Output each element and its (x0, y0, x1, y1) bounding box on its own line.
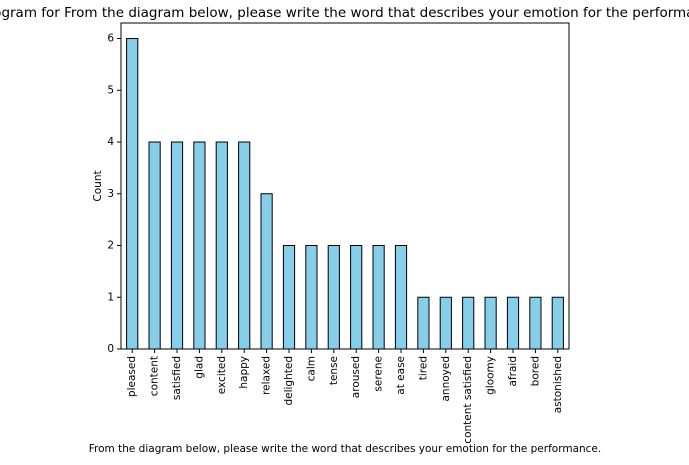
bars-group (126, 38, 564, 350)
y-tick-label: 6 (107, 33, 114, 45)
x-tick-label: gloomy (485, 356, 497, 395)
bar-gloomy (484, 296, 497, 350)
bar-tired (417, 296, 430, 350)
x-tick-label: excited (216, 356, 228, 394)
bar-happy (238, 141, 251, 350)
bar-tense (327, 245, 340, 350)
bar-content-satisfied (462, 296, 475, 350)
bar-serene (372, 245, 385, 350)
x-tick-label: satisfied (171, 356, 183, 400)
bar-pleased (126, 38, 139, 350)
chart-title: Histogram for From the diagram below, pl… (0, 5, 689, 21)
plot-area-frame (120, 22, 570, 350)
x-tick-label: aroused (350, 356, 362, 398)
x-tick-label: delighted (283, 356, 295, 406)
x-tick-label: bored (529, 356, 541, 386)
y-tick-label: 3 (107, 188, 114, 200)
x-axis-label: From the diagram below, please write the… (89, 443, 601, 455)
x-tick-label: pleased (126, 356, 138, 397)
x-tick-label: serene (373, 356, 385, 392)
bar-annoyed (439, 296, 452, 350)
y-tick-label: 1 (107, 291, 114, 303)
bar-afraid (506, 296, 520, 350)
y-axis-ticks: 0 1 2 3 4 5 6 (107, 33, 121, 355)
x-tick-label: at ease (395, 356, 407, 395)
bar-bored (529, 296, 542, 350)
bar-content (148, 141, 161, 350)
bar-satisfied (170, 141, 184, 350)
x-tick-label: happy (238, 356, 250, 389)
y-tick-label: 4 (107, 136, 114, 148)
bar-at-ease (394, 245, 408, 350)
y-axis-label: Count (92, 170, 104, 201)
x-tick-label: content satisfied (462, 356, 474, 444)
bar-relaxed (260, 193, 273, 350)
x-axis-ticks: pleased content satisfied glad excited happy r… (126, 349, 564, 444)
x-tick-label: relaxed (261, 356, 273, 395)
x-tick-label: tense (328, 356, 340, 385)
x-tick-label: afraid (507, 356, 519, 386)
x-tick-label: tired (417, 356, 429, 380)
y-tick-label: 2 (107, 240, 114, 252)
bar-glad (193, 141, 206, 350)
x-tick-label: content (149, 356, 161, 396)
x-tick-label: astonished (552, 356, 564, 413)
bar-astonished (551, 296, 564, 350)
bar-calm (305, 245, 318, 350)
y-tick-label: 5 (107, 84, 114, 96)
bar-aroused (350, 245, 363, 350)
x-tick-label: annoyed (440, 356, 452, 402)
y-tick-label: 0 (107, 343, 114, 355)
bar-excited (215, 141, 228, 350)
x-tick-label: glad (193, 356, 205, 379)
bar-delighted (282, 245, 296, 350)
x-tick-label: calm (305, 356, 317, 381)
